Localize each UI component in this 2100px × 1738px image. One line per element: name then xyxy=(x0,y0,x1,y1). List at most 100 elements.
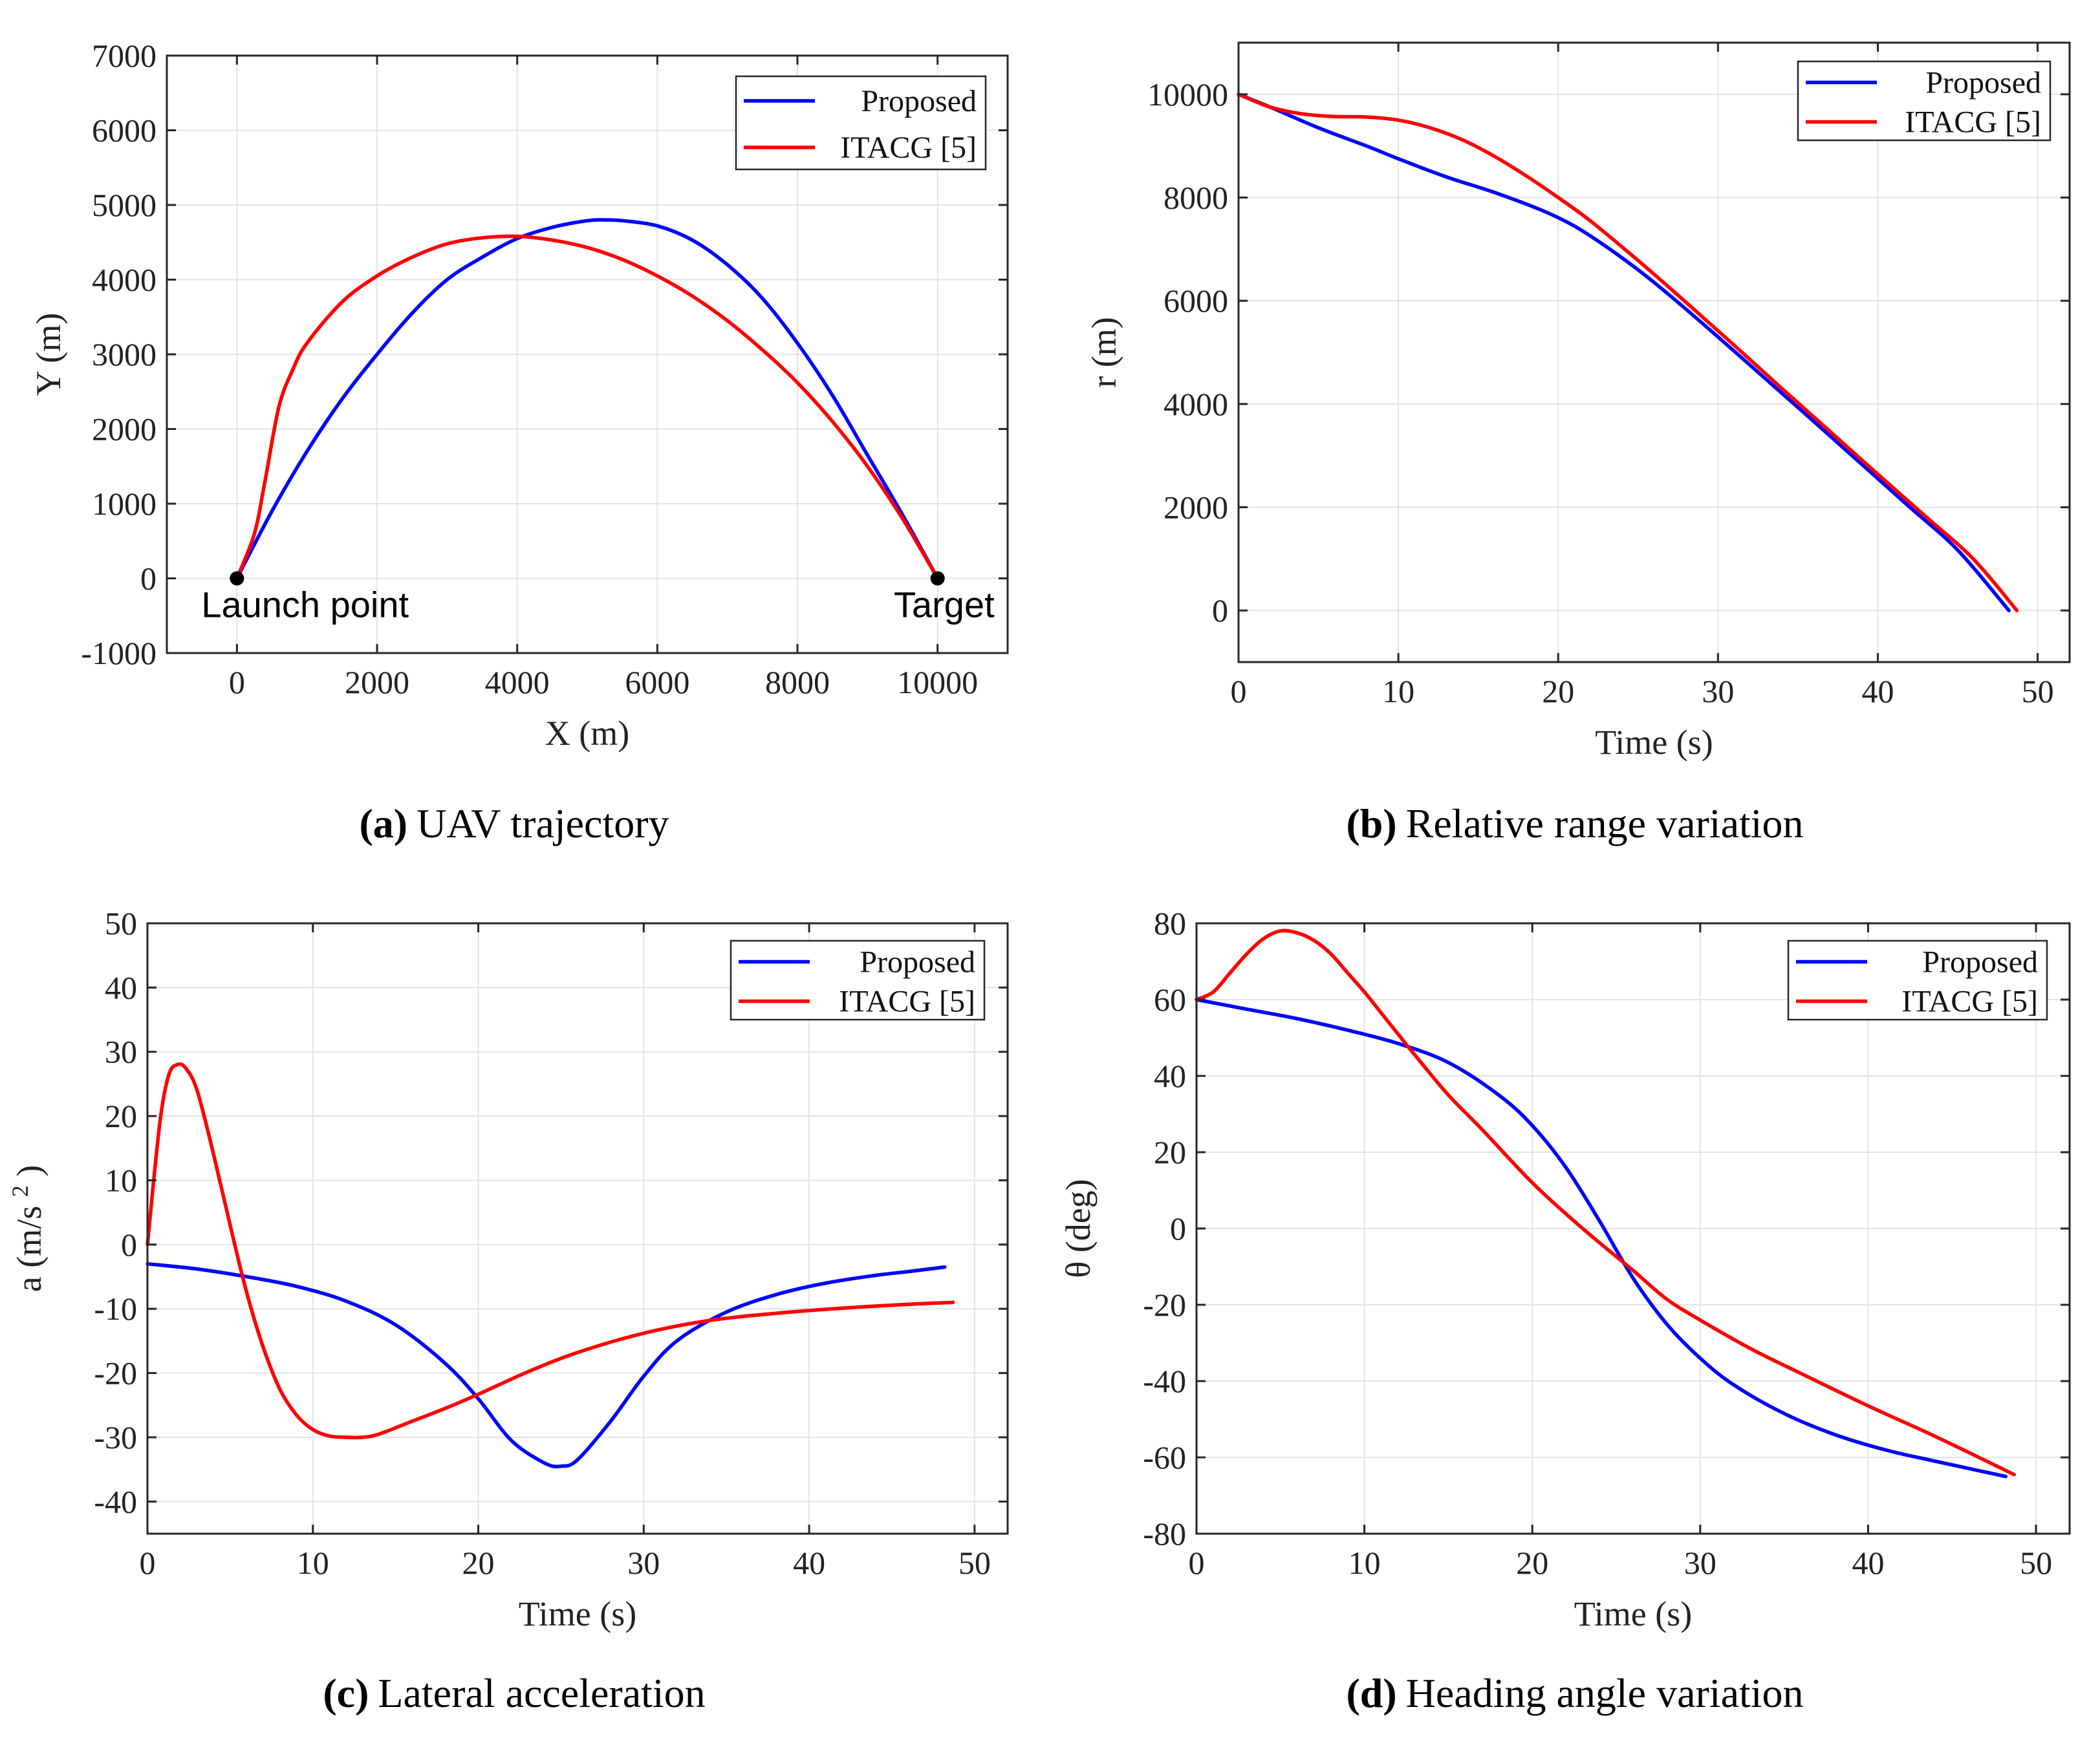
y-tick-label: 0 xyxy=(121,1227,137,1263)
y-tick-label: 20 xyxy=(1154,1134,1186,1170)
y-tick-label: 6000 xyxy=(1164,283,1228,319)
y-tick-label: 7000 xyxy=(92,38,157,74)
y-axis-label-superscript: 2 xyxy=(7,1185,33,1197)
y-tick-label: 2000 xyxy=(1164,489,1228,526)
series-line-proposed xyxy=(1195,998,2008,1479)
caption-text: Lateral acceleration xyxy=(378,1670,705,1716)
x-tick-label: 20 xyxy=(1542,673,1574,709)
x-tick-label: 0 xyxy=(1189,1545,1205,1581)
x-tick-label: 4000 xyxy=(485,664,550,700)
legend: Proposed ITACG [5] xyxy=(735,75,987,171)
y-axis-label: Y (m) xyxy=(29,313,68,396)
y-tick-label: 40 xyxy=(1154,1058,1186,1094)
x-tick-label: 30 xyxy=(1684,1545,1716,1581)
x-tick-label: 40 xyxy=(793,1545,825,1581)
panel-heading-angle: 0 10 20 30 40 50 -80 -60 -40 -20 0 20 40 60 80 Time (s… xyxy=(1059,905,2071,1716)
x-tick-label: 20 xyxy=(462,1545,495,1581)
y-tick-label: 8000 xyxy=(1164,180,1228,216)
x-axis-label: Time (s) xyxy=(519,1594,637,1633)
series-line-itacg xyxy=(1195,928,2017,1477)
series-line-proposed xyxy=(146,1261,947,1468)
series-group xyxy=(146,1062,955,1468)
x-tick-label: 10 xyxy=(297,1545,329,1581)
legend-box xyxy=(1787,939,2048,1021)
caption-letter: (a) xyxy=(359,800,407,846)
y-tick-label: 30 xyxy=(105,1034,137,1070)
y-tick-label: -40 xyxy=(1143,1363,1186,1399)
series-group xyxy=(235,218,940,581)
y-tick-label: 20 xyxy=(105,1098,137,1134)
x-tick-label: 20 xyxy=(1516,1545,1548,1581)
y-tick-label: -20 xyxy=(94,1355,137,1391)
legend-box xyxy=(730,939,986,1021)
y-tick-label: 0 xyxy=(1212,592,1228,628)
y-tick-label: 2000 xyxy=(92,411,157,447)
y-tick-label: 40 xyxy=(105,969,137,1005)
x-tick-label: 10 xyxy=(1348,1545,1381,1581)
x-tick-label: 40 xyxy=(1861,673,1894,709)
x-axis-label: Time (s) xyxy=(1595,723,1713,762)
y-tick-label: -40 xyxy=(94,1483,137,1519)
y-axis-label: θ (deg) xyxy=(1059,1179,1098,1278)
y-axis-label: r (m) xyxy=(1085,317,1123,387)
launch-point-marker xyxy=(230,571,244,586)
x-tick-label: 0 xyxy=(1231,673,1247,709)
tick-group: 0 10 20 30 40 50 -80 -60 -40 -20 0 20 40 60 80 xyxy=(1143,905,2070,1581)
legend-label-proposed: Proposed xyxy=(860,945,975,980)
annotation-group: Launch point Target xyxy=(201,571,995,625)
panel-caption: (b) Relative range variation xyxy=(1346,800,1803,846)
caption-text: Relative range variation xyxy=(1406,800,1804,846)
y-tick-label: 80 xyxy=(1154,905,1186,941)
series-group xyxy=(1195,928,2017,1479)
legend: Proposed ITACG [5] xyxy=(1787,939,2048,1021)
caption-text: Heading angle variation xyxy=(1406,1670,1804,1716)
series-line-proposed xyxy=(235,218,940,581)
panel-caption: (a) UAV trajectory xyxy=(359,800,669,846)
panel-caption: (c) Lateral acceleration xyxy=(323,1670,705,1716)
x-axis-label: X (m) xyxy=(545,714,629,753)
tick-group: 0 2000 4000 6000 8000 10000 -1000 0 1000 2000 3000… xyxy=(81,38,1008,700)
legend-label-itacg: ITACG [5] xyxy=(839,985,975,1019)
y-tick-label: 1000 xyxy=(92,486,157,522)
y-tick-label: -80 xyxy=(1143,1516,1186,1552)
y-tick-label: 0 xyxy=(1170,1210,1186,1247)
target-label: Target xyxy=(894,585,995,625)
y-axis-label: a (m/s 2 ) xyxy=(7,1165,49,1292)
x-tick-label: 30 xyxy=(627,1545,660,1581)
plot-frame xyxy=(146,922,1009,1535)
caption-letter: (c) xyxy=(323,1670,369,1716)
caption-text: UAV trajectory xyxy=(417,800,669,846)
legend: Proposed ITACG [5] xyxy=(1797,60,2051,142)
target-marker xyxy=(930,571,945,586)
series-group xyxy=(1237,92,2019,612)
y-tick-label: 5000 xyxy=(92,187,157,223)
plot-frame xyxy=(1237,41,2071,663)
y-tick-label: 4000 xyxy=(92,262,157,298)
legend-label-itacg: ITACG [5] xyxy=(1905,105,2041,140)
caption-letter: (d) xyxy=(1346,1670,1396,1716)
x-tick-label: 8000 xyxy=(765,664,830,700)
y-axis-label-main: a (m/s xyxy=(10,1206,49,1292)
legend-label-itacg: ITACG [5] xyxy=(1901,985,2038,1019)
x-tick-label: 6000 xyxy=(625,664,689,700)
legend-label-proposed: Proposed xyxy=(1922,945,2038,980)
y-tick-label: 4000 xyxy=(1164,386,1228,422)
legend: Proposed ITACG [5] xyxy=(730,939,986,1021)
series-line-itacg xyxy=(146,1062,955,1440)
x-tick-label: 10 xyxy=(1382,673,1414,709)
series-line-itacg xyxy=(1237,92,2019,612)
legend-label-itacg: ITACG [5] xyxy=(840,131,977,165)
panel-caption: (d) Heading angle variation xyxy=(1346,1670,1803,1716)
y-tick-label: 0 xyxy=(140,561,157,597)
y-tick-label: -60 xyxy=(1143,1439,1186,1475)
x-tick-label: 10000 xyxy=(897,664,978,700)
x-tick-label: 50 xyxy=(958,1545,991,1581)
x-axis-label: Time (s) xyxy=(1574,1594,1693,1633)
y-tick-label: -30 xyxy=(94,1419,137,1455)
x-tick-label: 2000 xyxy=(345,664,409,700)
series-line-itacg xyxy=(235,234,940,581)
x-tick-label: 30 xyxy=(1702,673,1734,709)
tick-group: 0 10 20 30 40 50 -40 -30 -20 -10 0 10 20 30 40 50 xyxy=(94,905,1008,1581)
y-tick-label: 6000 xyxy=(92,113,157,149)
